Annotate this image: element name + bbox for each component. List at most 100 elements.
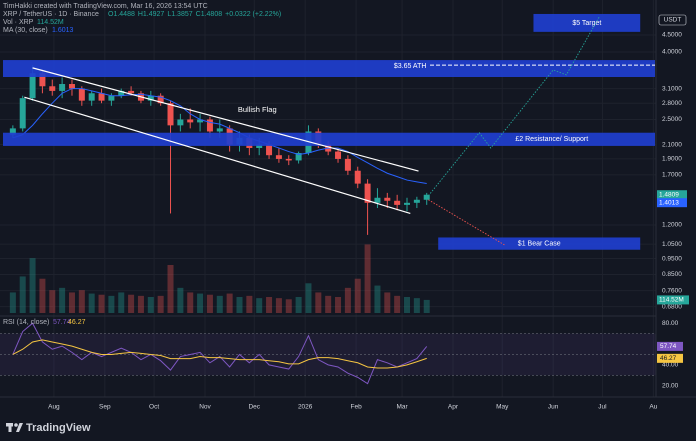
- y-tick-label: 4.5000: [662, 32, 682, 39]
- y-tick-label: 1.0500: [662, 241, 682, 248]
- ohlc-value: O1.4488: [108, 11, 135, 18]
- x-tick-label: Sep: [99, 404, 111, 411]
- ma-title: MA (30, close): [3, 27, 48, 34]
- zone-label: $5 Target: [572, 20, 601, 27]
- volume-bar: [187, 292, 194, 313]
- y-tick-label: 0.6800: [662, 303, 682, 310]
- volume-bar: [128, 294, 135, 313]
- candle-body: [374, 197, 381, 203]
- currency-box: [658, 14, 687, 26]
- volume-bar: [157, 295, 164, 313]
- volume-bar: [59, 287, 66, 313]
- ma-line: [12, 88, 427, 184]
- volume-bar: [236, 297, 243, 313]
- volume-bar: [9, 292, 16, 313]
- volume-bar: [49, 290, 56, 313]
- rsi-tick-label: 80.00: [662, 320, 679, 327]
- zone: [533, 13, 641, 32]
- candle-body: [78, 88, 85, 101]
- symbol-line: XRP / TetherUS · 1D · Binance: [3, 11, 99, 18]
- candle-body: [256, 144, 263, 149]
- rsi-title: RSI (14, close): [3, 319, 49, 326]
- candle-body: [88, 93, 95, 101]
- volume-title: Vol · XRP: [3, 19, 34, 26]
- volume-bar: [266, 297, 273, 313]
- y-tick-label: 0.9500: [662, 255, 682, 262]
- volume-bar: [374, 285, 381, 313]
- rsi-label-box: [657, 341, 683, 351]
- candle-body: [39, 73, 46, 87]
- rsi-label: 46.27: [660, 355, 677, 362]
- volume-bar: [423, 299, 430, 313]
- volume-bar: [295, 297, 302, 313]
- candle-body: [384, 197, 391, 201]
- candle-body: [187, 119, 194, 123]
- volume-bar: [325, 295, 332, 313]
- y-tick-label: 2.5000: [662, 116, 682, 123]
- y-tick-label: 0.7600: [662, 287, 682, 294]
- x-tick-label: May: [496, 404, 509, 411]
- brand-name: TradingView: [26, 422, 91, 434]
- volume-value: 114.52M: [37, 19, 64, 26]
- y-tick-label: 3.1000: [662, 85, 682, 92]
- rsi-header-value: 46.27: [68, 319, 86, 326]
- zone-label: $3.65 ATH: [394, 63, 427, 70]
- candle-body: [9, 128, 16, 135]
- candle-body: [157, 95, 164, 104]
- volume-bar: [246, 295, 253, 313]
- x-tick-label: 2026: [298, 404, 313, 411]
- zone: [438, 237, 641, 250]
- x-tick-label: Mar: [396, 404, 408, 411]
- currency-label: USDT: [664, 17, 682, 24]
- candle-body: [108, 95, 115, 101]
- rsi-header-value: 57.74: [53, 319, 71, 326]
- price-label-box: [657, 190, 687, 200]
- candle-body: [118, 90, 125, 96]
- volume-bar: [216, 295, 223, 313]
- price-label: 1.4013: [659, 199, 679, 206]
- candle-body: [364, 183, 371, 203]
- volume-bar: [147, 297, 154, 313]
- trend-line: [32, 67, 419, 172]
- ohlc-value: C1.4808: [196, 11, 223, 18]
- volume-bar: [394, 295, 401, 313]
- price-label: 1.4809: [659, 191, 679, 198]
- volume-bar: [68, 292, 75, 313]
- x-tick-label: Feb: [350, 404, 362, 411]
- volume-bar: [354, 278, 361, 313]
- y-tick-label: 1.7000: [662, 172, 682, 179]
- rsi-line: [12, 339, 427, 369]
- y-tick-label: 4.0000: [662, 49, 682, 56]
- brand-logo: [6, 423, 23, 432]
- candle-body: [197, 119, 204, 123]
- author-line: TimHakki created with TradingView.com, M…: [3, 3, 208, 10]
- zone-label: $1 Bear Case: [518, 240, 561, 247]
- zone: [3, 132, 655, 146]
- volume-bar: [384, 292, 391, 313]
- volume-bar: [315, 292, 322, 313]
- volume-bar: [404, 297, 411, 313]
- volume-bar: [285, 299, 292, 313]
- volume-bar: [413, 298, 420, 313]
- volume-bar: [256, 298, 263, 313]
- volume-bar: [206, 294, 213, 313]
- trend-line: [24, 96, 411, 215]
- y-tick-label: 1.2000: [662, 222, 682, 229]
- volume-bar: [335, 297, 342, 313]
- candle-body: [413, 199, 420, 203]
- rsi-tick-label: 20.00: [662, 382, 679, 389]
- ohlc-value: H1.4927: [138, 11, 165, 18]
- volume-bar: [167, 265, 174, 313]
- candle-body: [354, 170, 361, 184]
- candle-body: [206, 119, 213, 132]
- y-tick-label: 0.8500: [662, 271, 682, 278]
- volume-bar: [98, 294, 105, 313]
- volume-bar: [344, 287, 351, 313]
- candle-body: [335, 151, 342, 159]
- volume-bar: [88, 293, 95, 313]
- rsi-label: 57.74: [660, 343, 677, 350]
- volume-bar: [197, 293, 204, 313]
- volume-bar: [29, 258, 36, 313]
- candle-body: [167, 103, 174, 126]
